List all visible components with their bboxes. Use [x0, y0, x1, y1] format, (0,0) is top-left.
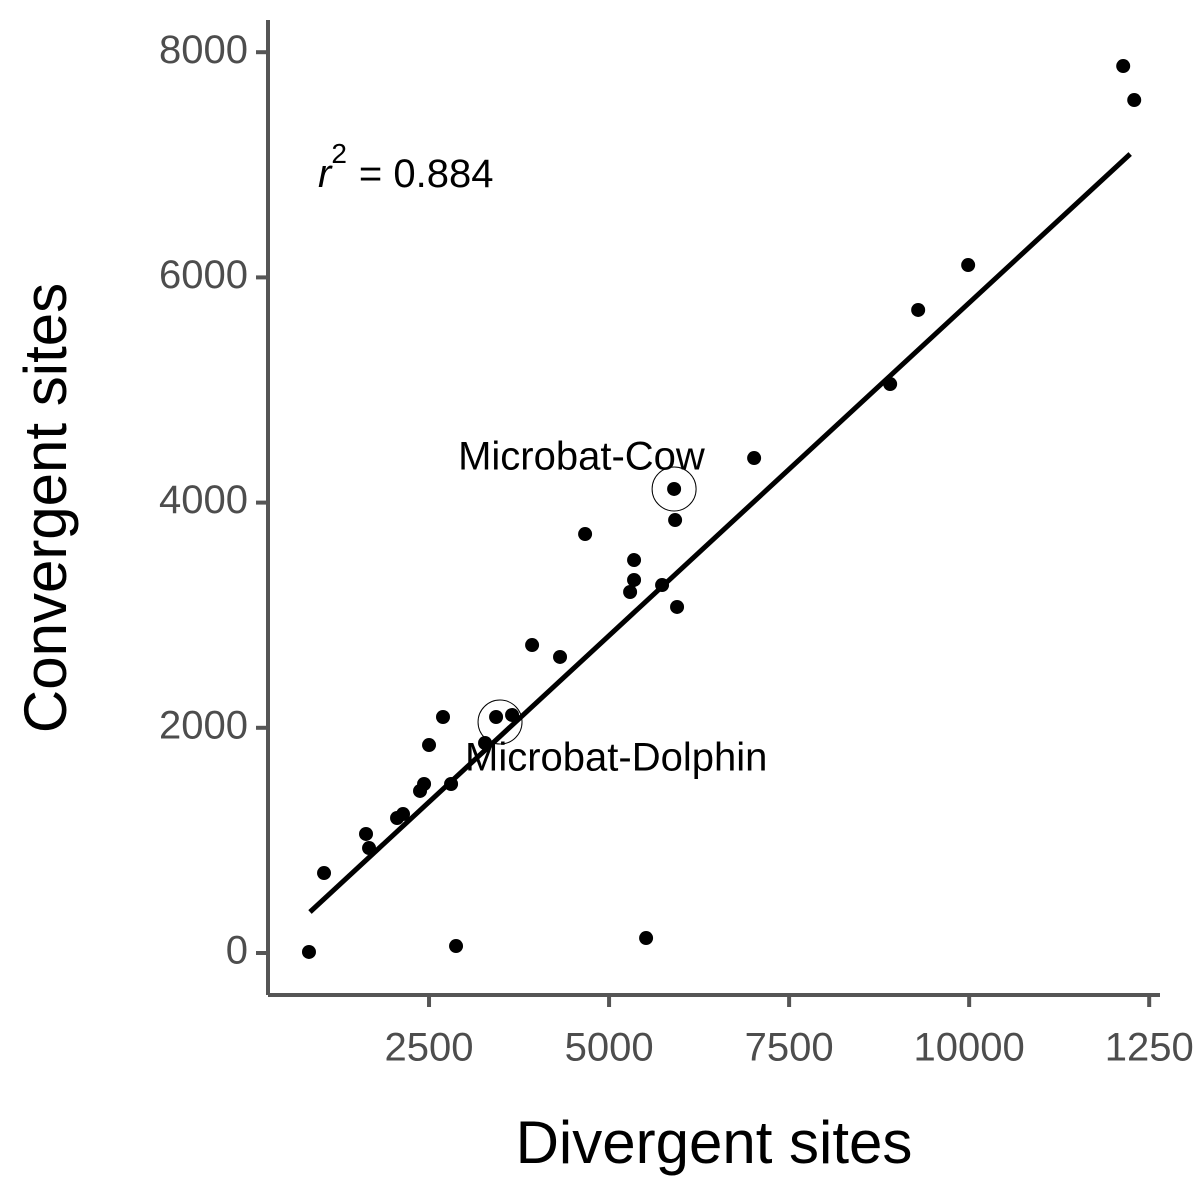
x-axis-title: Divergent sites	[516, 1109, 913, 1176]
point	[449, 939, 464, 954]
r-squared: r2 = 0.884	[318, 138, 493, 195]
r-symbol: r	[318, 152, 333, 196]
r-value: = 0.884	[359, 152, 494, 196]
point	[627, 553, 642, 568]
point	[578, 527, 593, 542]
x-tick-label: 2500	[385, 1026, 474, 1070]
point	[623, 585, 638, 600]
point	[670, 599, 685, 614]
point	[505, 707, 520, 722]
highlight-ring	[651, 466, 697, 512]
point	[317, 866, 332, 881]
point	[639, 931, 654, 946]
y-axis-title: Convergent sites	[12, 283, 79, 733]
point	[396, 807, 411, 822]
point	[436, 709, 451, 724]
y-tick-label: 0	[226, 929, 248, 973]
point	[911, 302, 926, 317]
x-tick-label: 7500	[745, 1026, 834, 1070]
point	[417, 776, 432, 791]
x-tick-label: 5000	[565, 1026, 654, 1070]
point	[747, 451, 762, 466]
point	[359, 826, 374, 841]
point	[1116, 59, 1131, 74]
point	[1127, 93, 1142, 108]
y-tick-label: 6000	[159, 253, 248, 297]
y-tick-label: 8000	[159, 28, 248, 72]
annotation-label: Microbat-Dolphin	[465, 736, 767, 780]
annotation-label: Microbat-Cow	[458, 435, 705, 479]
y-tick-label: 4000	[159, 478, 248, 522]
x-tick-label: 10000	[914, 1026, 1025, 1070]
highlight-ring	[477, 699, 523, 745]
point	[668, 513, 683, 528]
point	[553, 649, 568, 664]
point	[667, 481, 682, 496]
r-exponent: 2	[331, 138, 347, 169]
point	[489, 709, 504, 724]
point	[961, 258, 976, 273]
fit-line	[308, 152, 1132, 914]
point	[422, 738, 437, 753]
point	[525, 638, 540, 653]
x-tick-label: 1250	[1105, 1026, 1194, 1070]
y-tick-label: 2000	[159, 703, 248, 747]
point	[627, 572, 642, 587]
point	[301, 944, 316, 959]
